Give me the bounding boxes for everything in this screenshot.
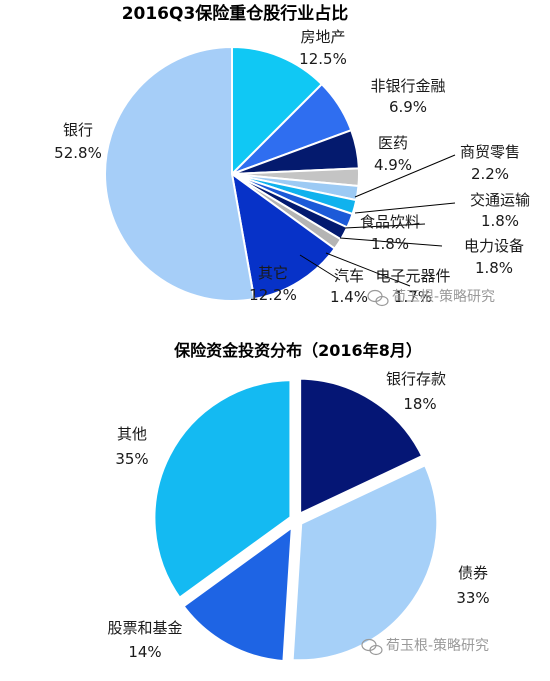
chart-1-title: 2016Q3保险重仓股行业占比: [122, 3, 349, 24]
chart-1-pie: [104, 46, 360, 302]
label-bank: 银行: [63, 121, 93, 139]
label-auto: 汽车: [334, 267, 364, 285]
chart-2-pie: [149, 373, 443, 667]
value-bank-deposits: 18%: [403, 395, 436, 413]
value-other-industry: 12.2%: [249, 286, 297, 304]
pie2-slice-2: [177, 520, 298, 667]
chart-1-leader-lines: [299, 154, 456, 287]
value-bank: 52.8%: [54, 144, 102, 162]
label-pharma: 医药: [378, 134, 408, 152]
label-power-equip: 电力设备: [464, 237, 524, 255]
wechat-icon: [361, 638, 383, 656]
watermark-text: 荀玉根-策略研究: [392, 288, 495, 305]
value-power-equip: 1.8%: [475, 259, 513, 277]
label-other: 其他: [117, 425, 147, 443]
label-nonbank-finance: 非银行金融: [370, 77, 445, 95]
label-other-industry: 其它: [258, 264, 288, 282]
chart-1-labels: 房地产 12.5% 非银行金融 6.9% 医药 4.9% 商贸零售 2.2% 交…: [54, 28, 530, 306]
label-real-estate: 房地产: [300, 28, 345, 46]
label-retail: 商贸零售: [460, 143, 520, 161]
label-bonds: 债券: [458, 564, 488, 582]
pie2-slice-3: [149, 375, 296, 604]
value-transport: 1.8%: [481, 212, 519, 230]
label-bank-deposits: 银行存款: [386, 370, 446, 388]
chart-2-labels: 银行存款 18% 债券 33% 股票和基金 14% 其他 35%: [107, 370, 489, 661]
watermark-text: 荀玉根-策略研究: [386, 637, 489, 654]
value-electronics: 1.7%: [394, 288, 432, 306]
pie1-slice-0: [231, 46, 323, 175]
value-bonds: 33%: [456, 589, 489, 607]
chart-2-title: 保险资金投资分布（2016年8月）: [173, 341, 422, 360]
value-other: 35%: [115, 450, 148, 468]
label-stocks-funds: 股票和基金: [107, 619, 182, 637]
pie2-slice-0: [295, 373, 428, 520]
value-food-bev: 1.8%: [371, 235, 409, 253]
value-real-estate: 12.5%: [299, 50, 347, 68]
watermark-1: 荀玉根-策略研究: [367, 288, 495, 307]
value-retail: 2.2%: [471, 165, 509, 183]
value-pharma: 4.9%: [374, 156, 412, 174]
value-nonbank-finance: 6.9%: [389, 98, 427, 116]
watermark-2: 荀玉根-策略研究: [361, 637, 489, 656]
pie2-slice-1: [287, 459, 443, 666]
chart-1: 2016Q3保险重仓股行业占比 房地产 12.5% 非银行金融 6.9% 医药 …: [54, 3, 530, 306]
label-transport: 交通运输: [470, 191, 530, 209]
value-auto: 1.4%: [330, 288, 368, 306]
chart-2: 保险资金投资分布（2016年8月） 银行存款 18% 债券 33% 股票和基金 …: [107, 341, 490, 667]
wechat-icon: [367, 289, 389, 307]
label-electronics: 电子元器件: [375, 267, 450, 285]
value-stocks-funds: 14%: [128, 643, 161, 661]
pie1-slice-10: [104, 46, 256, 302]
pie1-slice-9: [231, 173, 336, 301]
label-food-bev: 食品饮料: [360, 213, 420, 231]
